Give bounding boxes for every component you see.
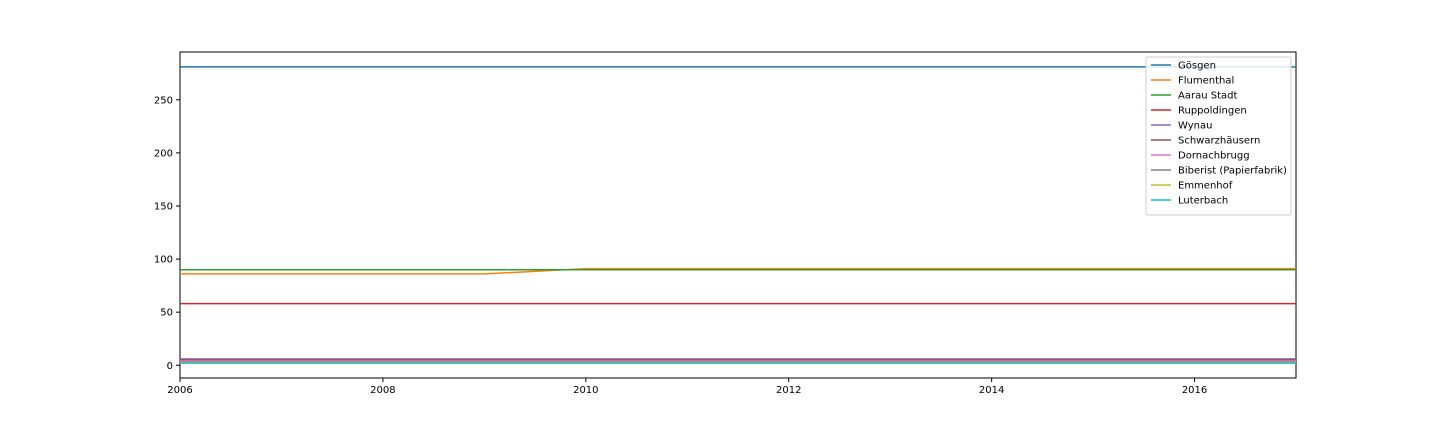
series-line-1 bbox=[180, 267, 1296, 275]
series-layer bbox=[180, 66, 1296, 364]
plot-area: 2006 2008 2010 2012 2014 2016 0 50 100 150 200 250 bbox=[154, 51, 1297, 396]
y-tick-label-2: 100 bbox=[154, 255, 173, 266]
y-tick-label-3: 150 bbox=[154, 201, 173, 212]
x-tick-label-4: 2014 bbox=[979, 385, 1004, 396]
legend-label-1: Flumenthal bbox=[1178, 76, 1234, 87]
legend-box bbox=[1145, 56, 1292, 216]
x-axis: 2006 2008 2010 2012 2014 2016 bbox=[167, 378, 1207, 396]
legend-label-4: Wynau bbox=[1178, 121, 1212, 132]
x-tick-label-1: 2008 bbox=[370, 385, 395, 396]
legend-label-6: Dornachbrugg bbox=[1178, 151, 1250, 162]
legend: Gösgen Flumenthal Aarau Stadt Ruppoldingen W… bbox=[1145, 56, 1292, 216]
legend-label-2: Aarau Stadt bbox=[1178, 91, 1237, 102]
legend-label-0: Gösgen bbox=[1178, 61, 1216, 72]
y-tick-label-4: 200 bbox=[154, 148, 173, 159]
y-tick-label-1: 50 bbox=[160, 308, 173, 319]
legend-label-8: Emmenhof bbox=[1178, 181, 1233, 192]
y-tick-label-5: 250 bbox=[154, 95, 173, 106]
y-axis: 0 50 100 150 200 250 bbox=[154, 95, 180, 372]
legend-label-7: Biberist (Papierfabrik) bbox=[1178, 166, 1287, 177]
x-tick-label-5: 2016 bbox=[1182, 385, 1207, 396]
x-tick-label-3: 2012 bbox=[776, 385, 801, 396]
x-tick-label-2: 2010 bbox=[573, 385, 598, 396]
y-tick-label-0: 0 bbox=[167, 361, 173, 372]
legend-label-9: Luterbach bbox=[1178, 196, 1228, 207]
legend-label-3: Ruppoldingen bbox=[1178, 106, 1247, 117]
x-tick-label-0: 2006 bbox=[167, 385, 192, 396]
legend-label-5: Schwarzhäusern bbox=[1178, 136, 1260, 147]
plot-frame bbox=[179, 51, 1297, 379]
